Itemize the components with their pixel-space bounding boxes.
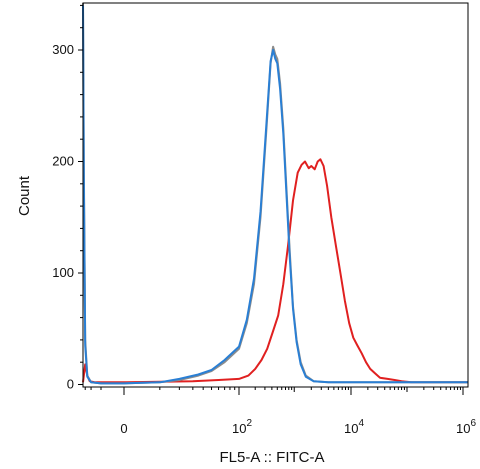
- y-tick-label: 200: [52, 154, 74, 169]
- y-axis: 0 100 200 300: [52, 4, 83, 392]
- series-layer: [82, 2, 468, 385]
- y-tick-label: 100: [52, 265, 74, 280]
- x-axis-title: FL5-A :: FITC-A: [219, 449, 324, 466]
- plot-frame: [82, 2, 469, 388]
- series-line-3: [82, 5, 468, 385]
- y-tick-label: 0: [67, 377, 74, 392]
- x-tick-label: 102: [232, 418, 252, 436]
- x-axis: 0 102 104 106: [84, 387, 476, 436]
- x-tick-label: 104: [344, 418, 364, 436]
- x-tick-label: 0: [120, 421, 127, 436]
- y-tick-label: 300: [52, 42, 74, 57]
- x-tick-label: 106: [456, 418, 476, 436]
- y-axis-title: Count: [16, 175, 33, 216]
- series-line-1: [82, 158, 468, 384]
